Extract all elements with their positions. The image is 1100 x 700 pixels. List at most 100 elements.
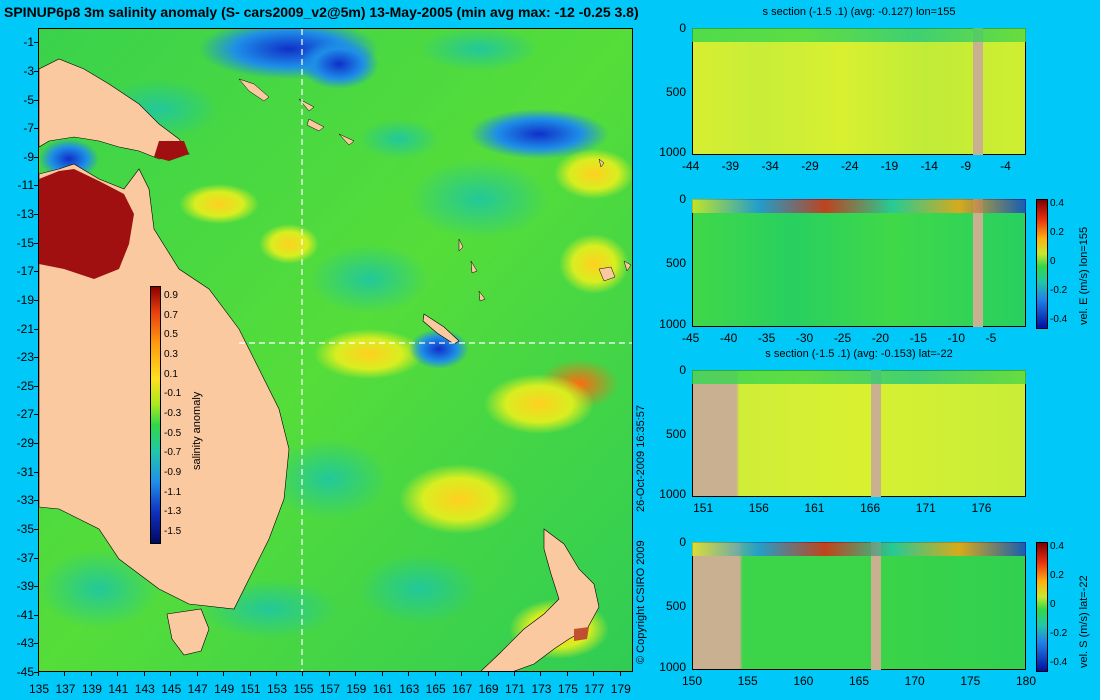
map-colorbar-tick: -1.1 — [164, 486, 182, 498]
section-panel-1-y-tick: 0 — [679, 21, 686, 35]
map-x-tick-mark — [170, 672, 172, 676]
map-x-tick-mark — [593, 672, 595, 676]
map-y-tick: -23 — [16, 350, 34, 365]
section-panel-4-x-tick: 160 — [793, 674, 814, 688]
map-title: SPINUP6p8 3m salinity anomaly (S- cars20… — [4, 4, 639, 20]
section-panel-1-x-tick: -39 — [721, 159, 740, 173]
section-panel-3-y-tick: 500 — [665, 426, 686, 441]
map-y-tick-mark — [34, 156, 38, 158]
map-y-tick: -1 — [23, 35, 34, 50]
section-panel-4-colorbar-tick: -0.2 — [1050, 628, 1068, 639]
map-colorbar-tick: -1.5 — [164, 526, 182, 538]
map-x-tick-mark — [461, 672, 463, 676]
map-x-tick-mark — [117, 672, 119, 676]
map-x-tick: 157 — [319, 682, 340, 696]
section-panel-1-x-tick: -29 — [801, 159, 819, 173]
section-panel-4-x-tick: 155 — [737, 674, 758, 688]
map-x-tick: 137 — [55, 682, 76, 696]
map-x-tick-mark — [64, 672, 66, 676]
section-panel-4-colorbar-tick: 0.4 — [1050, 541, 1064, 552]
map-colorbar-tick: -0.5 — [164, 427, 182, 439]
map-canvas — [39, 29, 632, 671]
section-panel-2-x-tick: -45 — [682, 331, 700, 345]
map-y-tick-mark — [34, 70, 38, 72]
salinity-map — [38, 28, 633, 672]
map-x-tick-mark — [408, 672, 410, 676]
map-x-tick: 167 — [452, 682, 473, 696]
map-x-tick-mark — [540, 672, 542, 676]
map-y-tick-mark — [34, 500, 38, 502]
map-x-tick: 135 — [29, 682, 50, 696]
map-y-tick-mark — [34, 643, 38, 645]
solomon-islands — [238, 78, 355, 146]
map-y-tick: -33 — [16, 493, 34, 508]
map-x-tick-mark — [38, 672, 39, 676]
map-y-tick-mark — [34, 185, 38, 187]
map-y-tick-mark — [34, 128, 38, 130]
map-x-tick-mark — [434, 672, 436, 676]
map-y-tick: -27 — [16, 407, 34, 422]
section-panel-1-x-tick: -24 — [841, 159, 859, 173]
map-y-tick-mark — [34, 328, 38, 330]
map-x-tick-mark — [90, 672, 92, 676]
map-y-tick: -31 — [16, 464, 34, 479]
map-x-tick-mark — [276, 672, 277, 676]
section-panel-4 — [692, 542, 1026, 670]
map-colorbar-tick: -0.7 — [164, 447, 182, 459]
section-panel-2-x-tick: -40 — [719, 331, 738, 345]
section-panel-1-y-tick: 500 — [665, 84, 686, 99]
map-y-tick-mark — [34, 443, 38, 445]
map-x-tick-mark — [223, 672, 225, 676]
map-x-tick-mark — [381, 672, 383, 676]
section-panel-4-y-tick: 500 — [665, 599, 686, 613]
section-panel-2-y-tick: 1000 — [659, 317, 686, 332]
section-panel-1-x-tick: -4 — [1000, 159, 1011, 173]
section-panel-3-land-mask — [870, 370, 881, 497]
section-panel-2-x-tick: -10 — [947, 331, 966, 345]
section-panel-4-y-tick: 0 — [679, 535, 686, 549]
map-y-tick: -19 — [16, 292, 34, 307]
section-panel-3-title: s section (-1.5 .1) (avg: -0.153) lat=-2… — [765, 348, 953, 360]
section-panel-4-y-tick: 1000 — [659, 660, 686, 675]
map-y-tick-mark — [34, 271, 38, 273]
map-y-tick-mark — [34, 357, 38, 359]
section-panel-4-land-mask — [870, 542, 881, 670]
map-colorbar-tick: -0.9 — [164, 467, 182, 479]
map-x-tick: 155 — [293, 682, 314, 696]
tasmania-land — [166, 608, 210, 656]
map-y-tick-mark — [34, 614, 38, 616]
section-panel-1-x-tick: -44 — [682, 159, 700, 173]
section-panel-2-x-tick: -25 — [833, 331, 852, 345]
map-x-tick-mark — [619, 672, 621, 676]
map-y-tick: -41 — [16, 607, 34, 622]
section-panel-4-x-tick: 180 — [1016, 674, 1037, 688]
map-x-tick: 153 — [267, 682, 288, 696]
section-panel-2-colorbar-tick: 0.4 — [1050, 198, 1064, 209]
section-panel-2-colorbar-tick: -0.4 — [1050, 314, 1068, 325]
map-y-tick-mark — [34, 42, 38, 44]
section-panel-4-colorbar-tick: 0.2 — [1050, 570, 1064, 581]
map-colorbar-tick: -0.1 — [164, 388, 182, 400]
map-y-tick-mark — [34, 414, 38, 416]
map-y-tick-mark — [34, 99, 38, 101]
map-x-tick: 147 — [187, 682, 208, 696]
map-x-tick-mark — [143, 672, 145, 676]
map-y-tick: -5 — [23, 92, 34, 107]
section-panel-2-colorbar-tick: 0 — [1050, 256, 1056, 267]
section-panel-3-x-tick: 161 — [804, 501, 825, 515]
map-y-tick-mark — [34, 586, 38, 588]
section-panel-2-x-tick: -15 — [909, 331, 928, 345]
map-y-tick: -37 — [16, 550, 34, 565]
map-colorbar-tick: 0.5 — [164, 329, 178, 341]
map-y-tick: -45 — [16, 665, 34, 679]
section-panel-4-surface-band — [692, 542, 1026, 556]
map-colorbar-tick: 0.1 — [164, 368, 178, 380]
section-panel-3-y-tick: 0 — [679, 363, 686, 377]
section-panel-4-x-tick: 175 — [960, 674, 981, 688]
section-panel-2-y-tick: 0 — [679, 192, 686, 206]
land-masses — [39, 58, 632, 671]
map-x-tick: 177 — [584, 682, 605, 696]
map-x-tick-mark — [355, 672, 357, 676]
map-x-tick: 165 — [425, 682, 446, 696]
map-x-tick: 179 — [610, 682, 631, 696]
